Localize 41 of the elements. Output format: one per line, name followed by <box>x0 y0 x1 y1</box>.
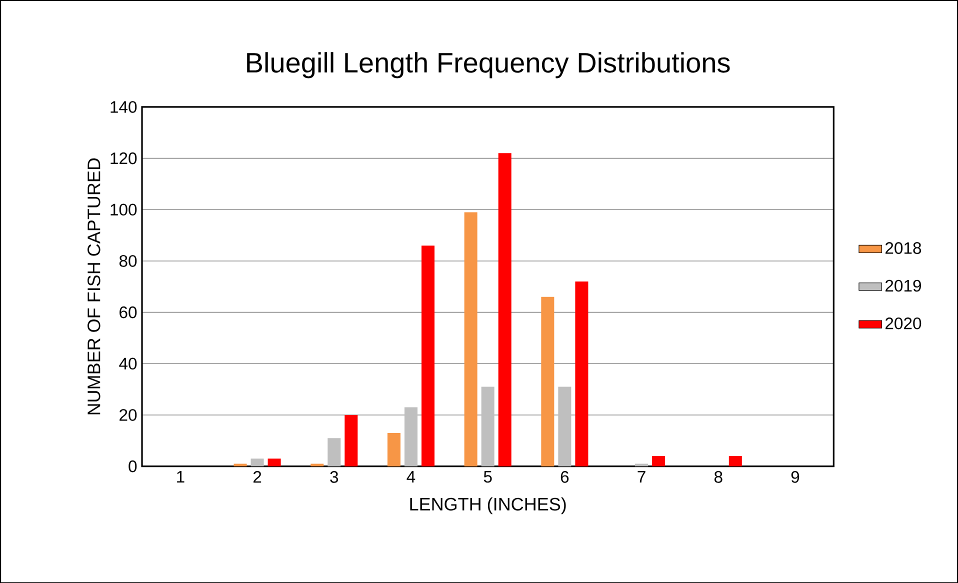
bar <box>575 281 588 466</box>
x-tick-label: 7 <box>638 470 646 482</box>
y-tick-label: 120 <box>110 152 137 164</box>
y-tick-label: 140 <box>110 100 137 113</box>
y-axis-title: NUMBER OF FISH CAPTURED <box>88 158 100 414</box>
legend-label: 2018 <box>886 242 922 254</box>
chart-title: Bluegill Length Frequency Distributions <box>247 52 730 78</box>
y-tick-label: 100 <box>110 204 137 216</box>
y-tick-label: 60 <box>120 306 137 318</box>
x-tick-label: 1 <box>177 470 184 482</box>
x-tick-label: 9 <box>791 470 800 483</box>
bar <box>541 296 554 466</box>
bar <box>387 432 400 466</box>
y-tick-label: 80 <box>119 254 137 267</box>
bar <box>422 245 435 466</box>
x-tick-label: 2 <box>253 470 262 483</box>
bar <box>404 407 418 466</box>
bar <box>464 212 478 466</box>
y-tick-label: 40 <box>119 358 137 370</box>
bar <box>344 414 358 466</box>
x-axis-title: LENGTH (INCHES) <box>410 497 566 514</box>
bar <box>268 458 281 466</box>
y-tick-label: 0 <box>128 460 137 472</box>
bar <box>635 464 648 466</box>
y-tick-label: 20 <box>120 408 137 421</box>
x-tick-label: 6 <box>560 470 569 483</box>
bar <box>250 458 264 466</box>
x-tick-label: 3 <box>330 470 338 483</box>
bar <box>652 456 666 466</box>
bar <box>310 464 324 466</box>
bar <box>234 464 247 466</box>
bar <box>328 438 341 466</box>
legend-label: 2019 <box>886 280 921 292</box>
x-tick-label: 8 <box>714 470 722 483</box>
bar <box>481 386 494 466</box>
x-tick-label: 4 <box>406 470 416 482</box>
bar <box>728 456 742 466</box>
x-tick-label: 5 <box>484 470 492 483</box>
legend-label: 2020 <box>886 317 922 330</box>
bar <box>558 386 572 466</box>
bar <box>498 153 512 466</box>
